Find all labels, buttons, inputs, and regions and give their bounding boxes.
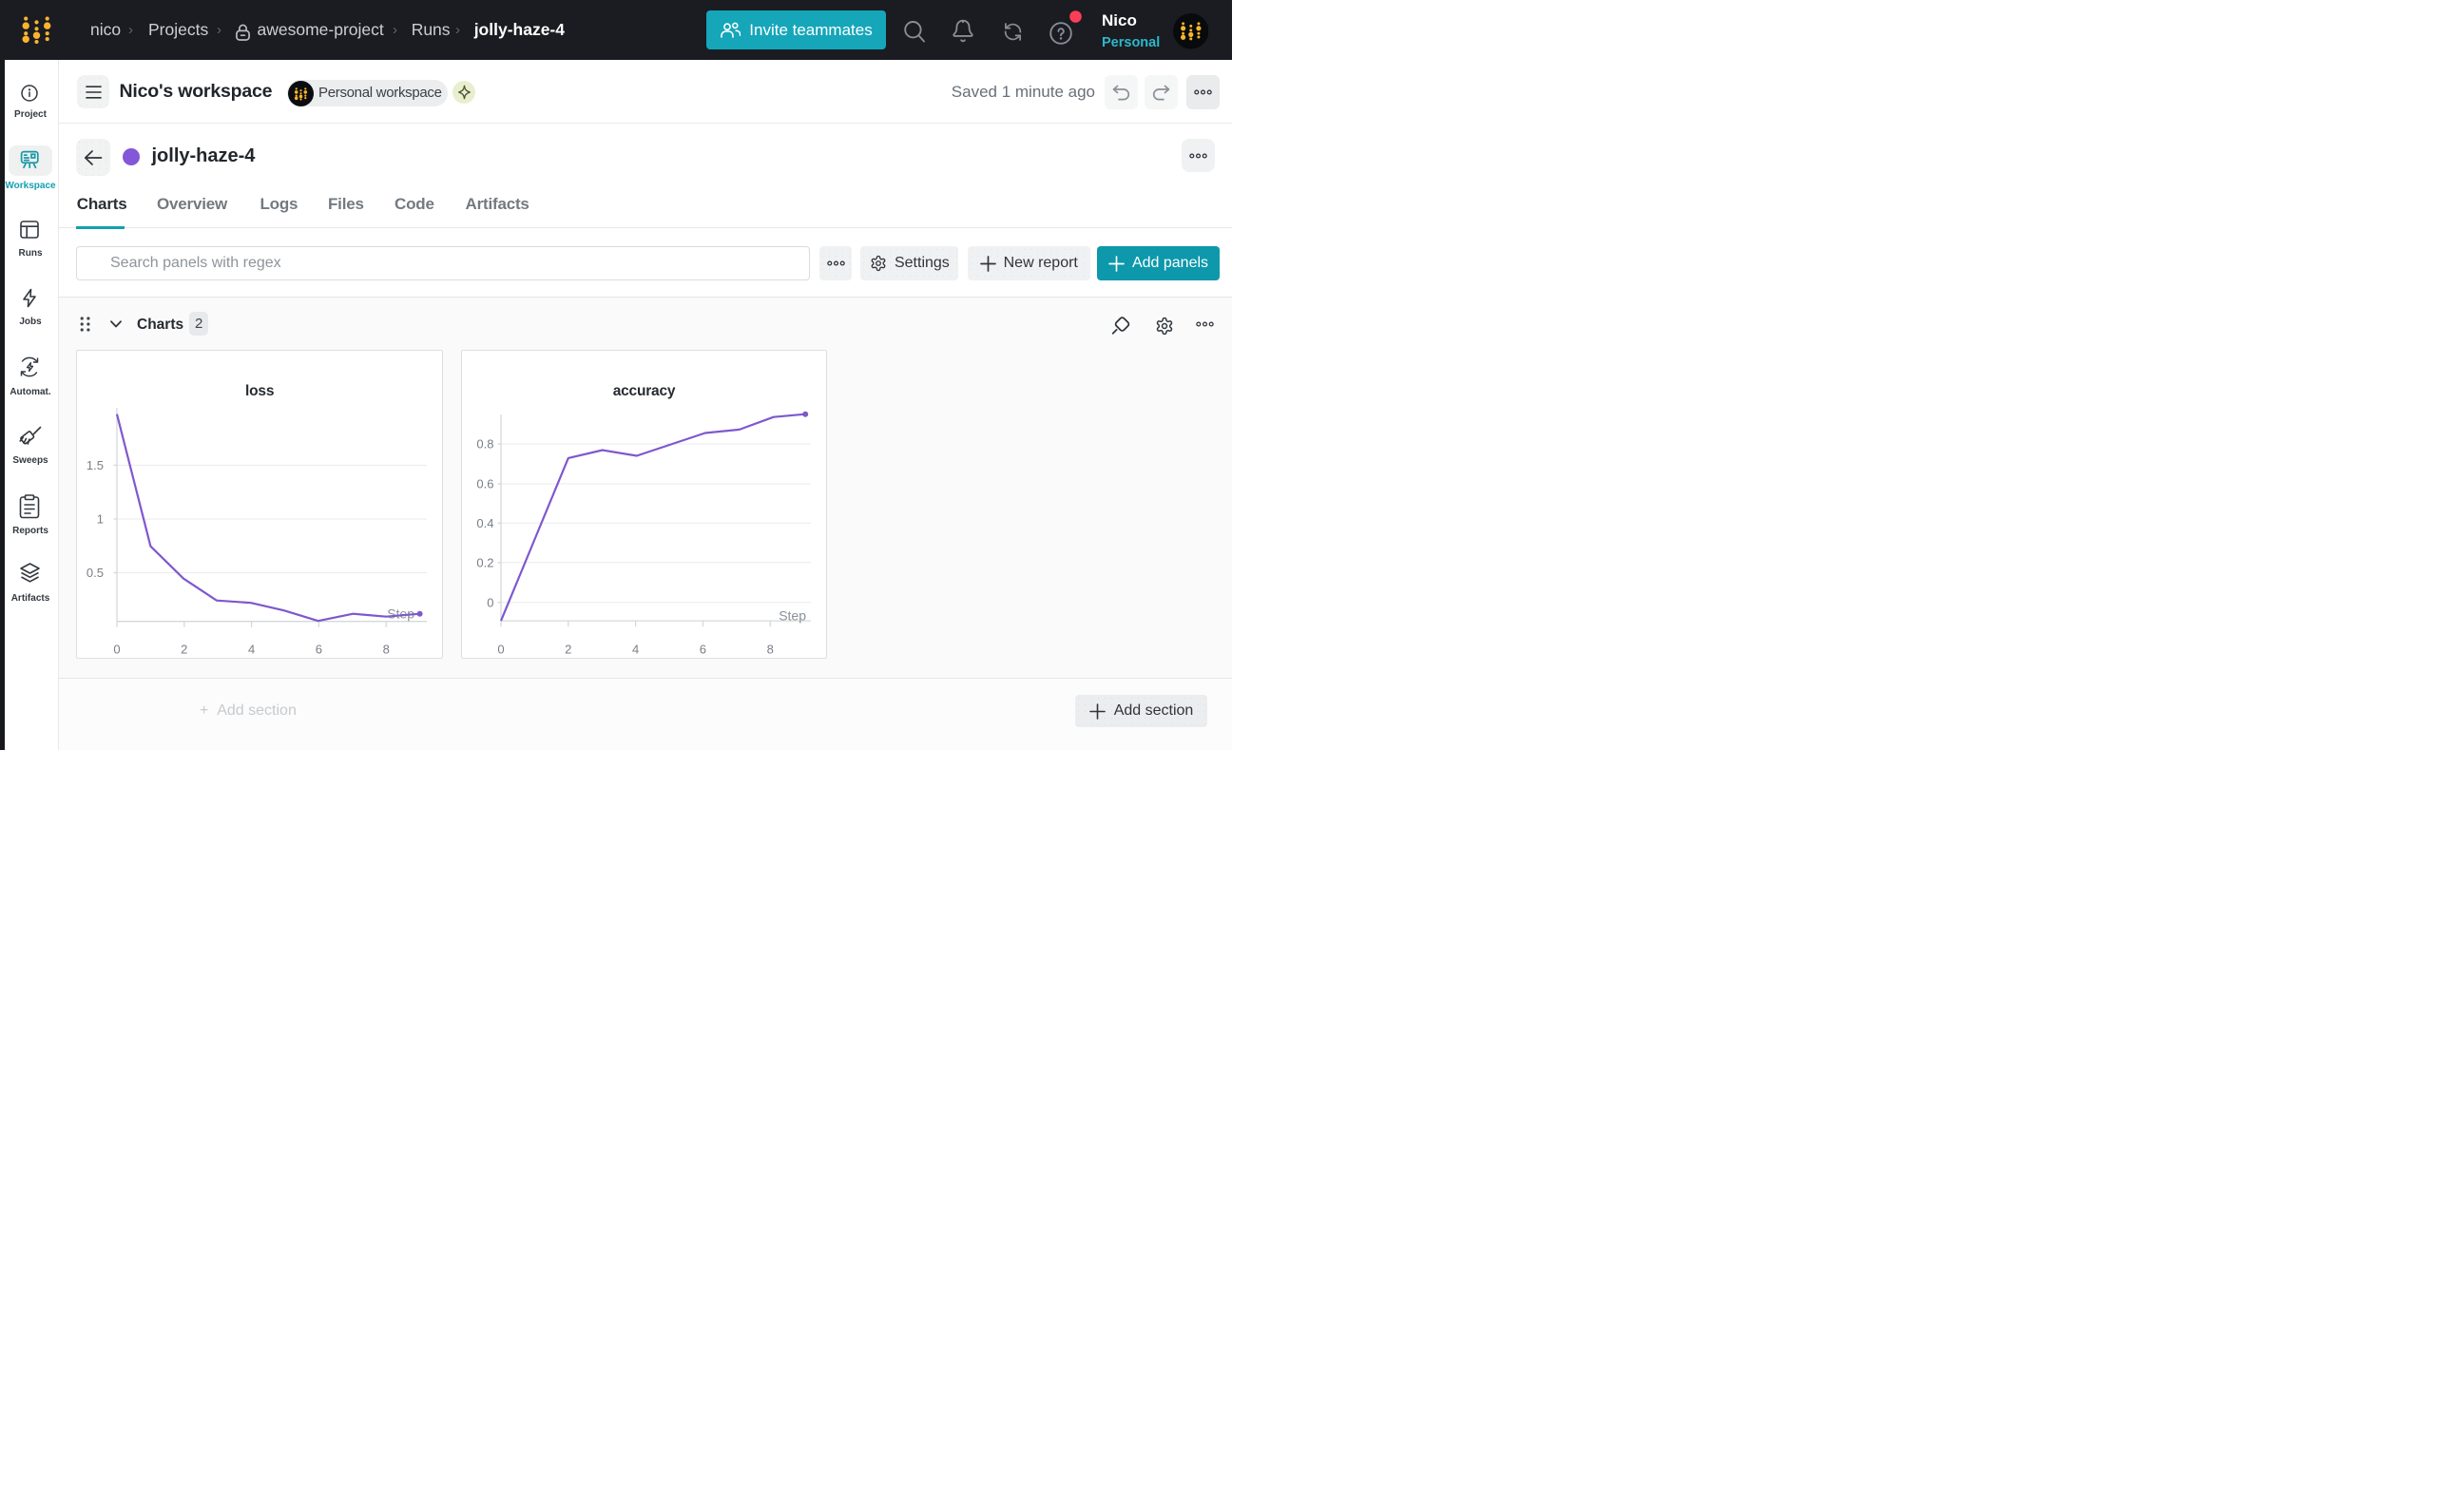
svg-text:8: 8 xyxy=(767,643,774,657)
svg-text:4: 4 xyxy=(248,643,255,657)
svg-text:2: 2 xyxy=(565,643,571,657)
svg-text:0: 0 xyxy=(114,643,121,657)
svg-text:8: 8 xyxy=(383,643,390,657)
svg-text:1.5: 1.5 xyxy=(87,458,104,472)
svg-text:Step: Step xyxy=(387,606,414,622)
svg-text:0: 0 xyxy=(497,643,504,657)
svg-text:0: 0 xyxy=(487,596,493,610)
svg-text:Step: Step xyxy=(779,608,806,624)
svg-text:6: 6 xyxy=(316,643,322,657)
svg-text:0.8: 0.8 xyxy=(476,437,493,452)
svg-text:0.2: 0.2 xyxy=(476,556,493,570)
svg-text:0.6: 0.6 xyxy=(476,477,493,491)
svg-text:1: 1 xyxy=(97,512,104,527)
svg-text:6: 6 xyxy=(700,643,706,657)
svg-text:4: 4 xyxy=(632,643,639,657)
svg-text:0.5: 0.5 xyxy=(87,566,104,580)
svg-text:2: 2 xyxy=(181,643,187,657)
svg-text:0.4: 0.4 xyxy=(476,516,493,530)
